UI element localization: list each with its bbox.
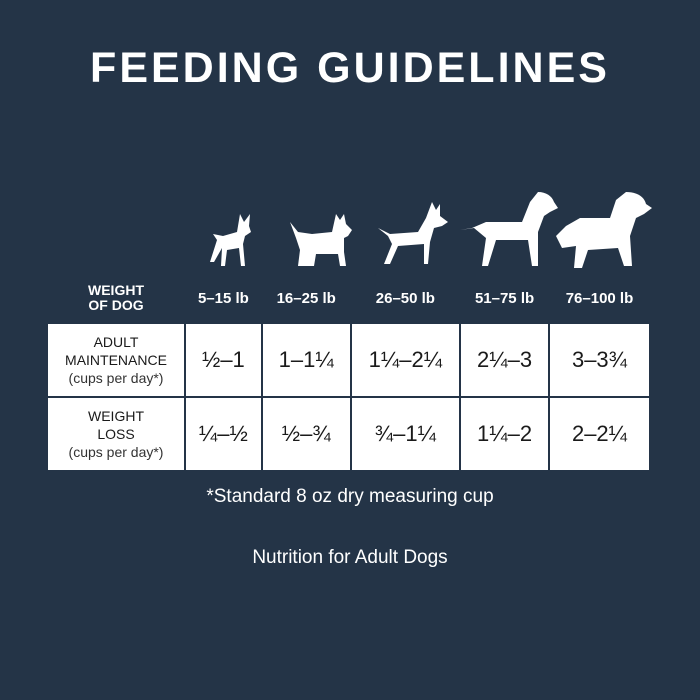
table-row: ADULT MAINTENANCE (cups per day*) ½–1 1–1¼…: [46, 322, 652, 398]
table-cell: ¼–½: [184, 396, 263, 472]
column-header: 5–15 lb: [184, 272, 263, 324]
table-cell: 3–3¾: [547, 322, 652, 398]
table-cell: 1¼–2¼: [349, 322, 462, 398]
column-header: 76–100 lb: [547, 272, 652, 324]
row-label-line: WEIGHT: [88, 408, 144, 424]
table-cell: ½–¾: [260, 396, 352, 472]
feeding-table: WEIGHT OF DOG 5–15 lb 16–25 lb 26–50 lb 5…: [46, 272, 652, 472]
bernese-icon: [556, 192, 652, 268]
header-line: WEIGHT: [88, 282, 144, 298]
column-header: 16–25 lb: [260, 272, 352, 324]
chihuahua-icon: [210, 214, 251, 266]
table-row: WEIGHT LOSS (cups per day*) ¼–½ ½–¾ ¾–1¼ 1…: [46, 396, 652, 472]
measuring-cup-note: *Standard 8 oz dry measuring cup: [206, 486, 494, 507]
column-header: 51–75 lb: [459, 272, 550, 324]
dog-size-icons: [186, 190, 652, 272]
table-header-row: WEIGHT OF DOG 5–15 lb 16–25 lb 26–50 lb 5…: [46, 272, 652, 324]
table-cell: 2¼–3: [459, 322, 550, 398]
row-label-sub: (cups per day*): [68, 444, 164, 460]
column-header: 26–50 lb: [349, 272, 462, 324]
row-label-sub: (cups per day*): [68, 370, 164, 386]
weight-header: WEIGHT OF DOG: [46, 272, 186, 324]
header-line: OF DOG: [88, 297, 144, 313]
row-label-line: LOSS: [97, 426, 135, 442]
footer-text: Nutrition for Adult Dogs: [252, 547, 448, 568]
row-label: ADULT MAINTENANCE (cups per day*): [46, 322, 186, 398]
table-cell: 1¼–2: [459, 396, 550, 472]
row-label-line: MAINTENANCE: [65, 352, 167, 368]
table-cell: 2–2¼: [547, 396, 652, 472]
retriever-icon: [460, 192, 558, 266]
table-cell: 1–1¼: [260, 322, 352, 398]
terrier-icon: [290, 214, 352, 266]
row-label: WEIGHT LOSS (cups per day*): [46, 396, 186, 472]
page-title: FEEDING GUIDELINES: [90, 44, 610, 92]
table-cell: ½–1: [184, 322, 263, 398]
row-label-line: ADULT: [93, 334, 139, 350]
pinscher-icon: [378, 202, 448, 264]
table-cell: ¾–1¼: [349, 396, 462, 472]
